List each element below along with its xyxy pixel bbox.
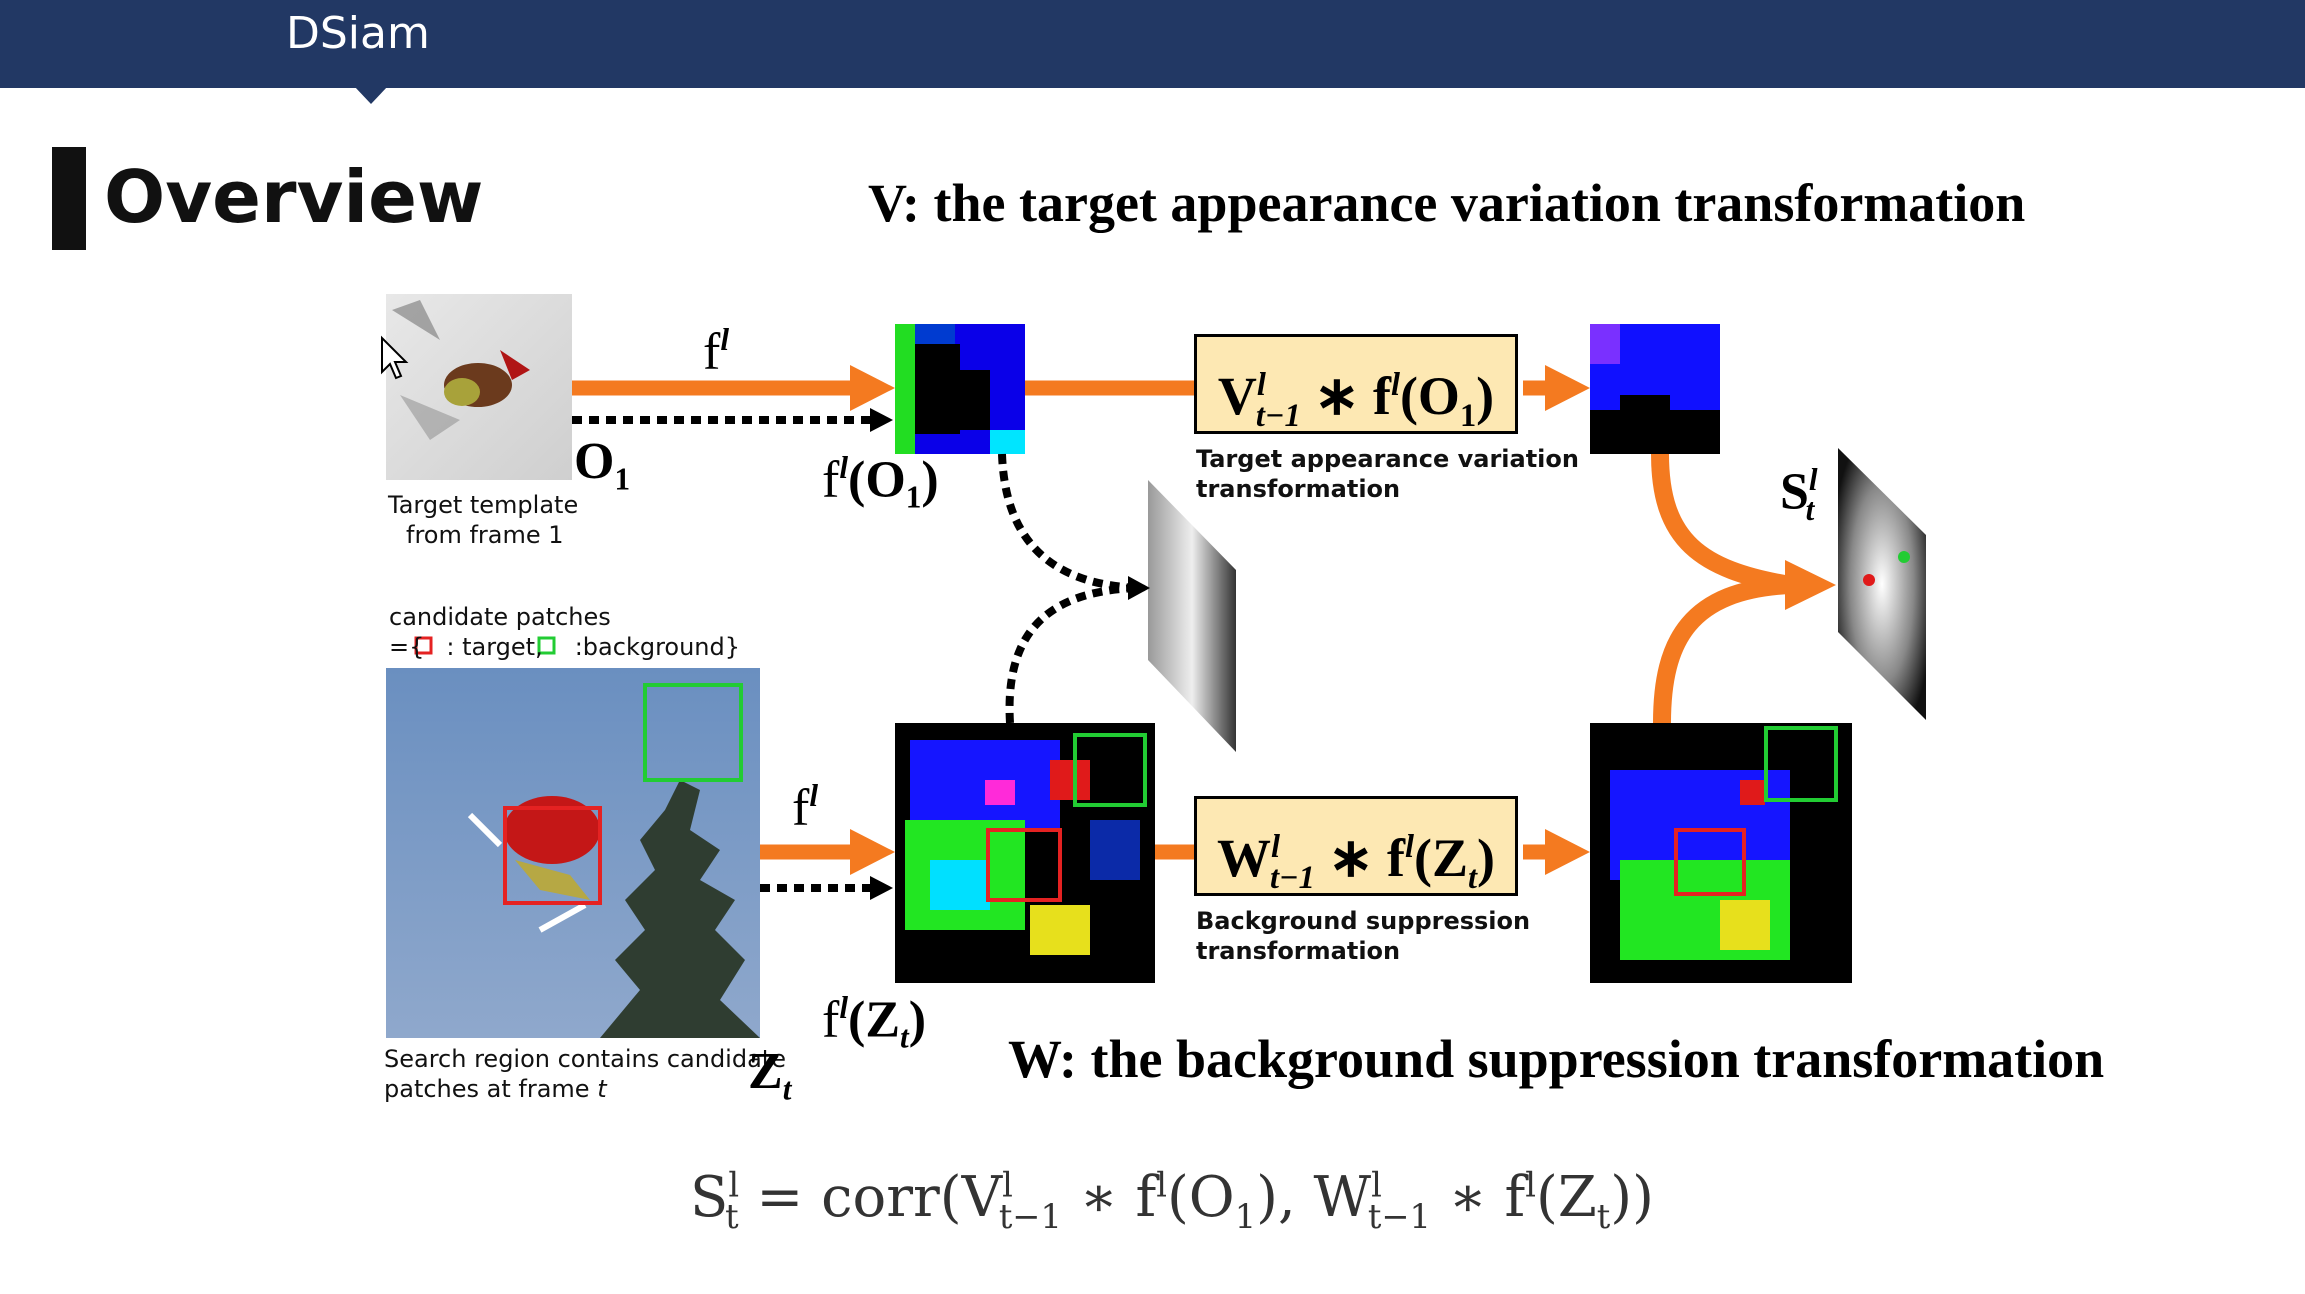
search-region-image: [386, 668, 760, 1038]
feature-map-search: [895, 723, 1155, 983]
page-title: Overview: [104, 155, 484, 239]
w-transformation-box: Wlt−1 ∗ fl(Zt): [1194, 796, 1518, 896]
candidate-caption-line2: ={: target,:background}: [389, 633, 741, 661]
v-transformation-box: Vlt−1 ∗ fl(O1): [1194, 334, 1518, 434]
legend-background-square: [537, 636, 556, 655]
f-label-bottom: fl: [792, 778, 818, 837]
template-image: [386, 294, 572, 480]
intermediate-response-map: [1148, 480, 1236, 752]
zt-label: Zt: [748, 1043, 792, 1107]
header-title: DSiam: [286, 8, 430, 59]
f-label-top: fl: [703, 322, 729, 381]
w-box-caption-line1: Background suppression: [1196, 907, 1531, 935]
f-o1-label: fl(O1): [822, 450, 939, 515]
f-zt-label: fl(Zt): [822, 990, 927, 1055]
heading-marker: [52, 147, 86, 250]
template-caption-line1: Target template: [388, 491, 579, 519]
template-caption-line2: from frame 1: [406, 521, 564, 549]
search-caption-line2: patches at frame t: [384, 1075, 607, 1103]
w-description: W: the background suppression transforma…: [1008, 1029, 2105, 1089]
v-description: V: the target appearance variation trans…: [868, 173, 2026, 233]
header-bar: DSiam: [0, 0, 2305, 88]
v-box-caption-line1: Target appearance variation: [1196, 445, 1579, 473]
header-notch: [354, 86, 388, 104]
w-box-caption-line2: transformation: [1196, 937, 1401, 965]
arrow-heads-dotted: [870, 408, 1150, 900]
search-caption-line1: Search region contains candidate: [384, 1045, 786, 1073]
o1-label: O1: [574, 433, 631, 497]
candidate-caption-line1: candidate patches: [389, 603, 611, 631]
response-formula: Slt = corr(Vlt−1 ∗ fl(O1), Wlt−1 ∗ fl(Zt…: [690, 1165, 1654, 1237]
legend-target-square: [414, 636, 433, 655]
v-box-caption-line2: transformation: [1196, 475, 1401, 503]
dotted-arrows: [572, 415, 1142, 893]
s-label: Slt: [1780, 462, 1818, 527]
feature-map-template: [895, 324, 1025, 454]
feature-map-w-output: [1590, 723, 1852, 983]
feature-map-v-output: [1590, 324, 1720, 454]
final-response-map: [1838, 448, 1926, 720]
orange-arrows: [572, 365, 1836, 875]
mouse-cursor-icon: [381, 335, 409, 380]
